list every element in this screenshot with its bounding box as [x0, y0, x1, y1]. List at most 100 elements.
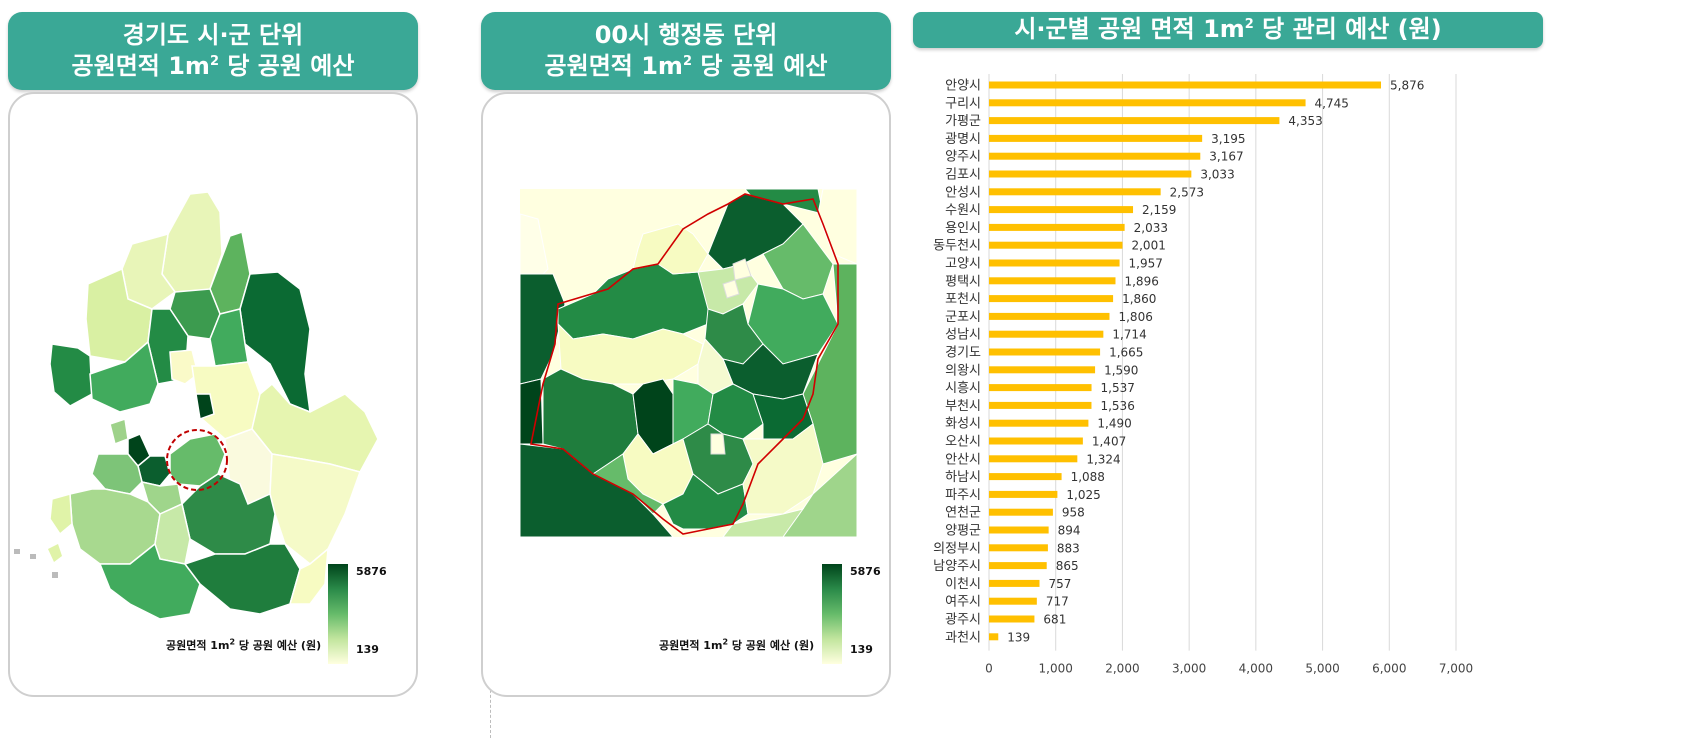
bar	[989, 384, 1092, 392]
category-label: 포천시	[945, 292, 981, 307]
bar-value-label: 3,033	[1200, 168, 1234, 182]
x-tick-label: 3,000	[1172, 662, 1206, 676]
category-label: 하남시	[945, 470, 981, 485]
map-region	[91, 453, 143, 495]
map-region	[181, 473, 276, 555]
bar	[989, 295, 1114, 303]
left-legend-max: 5876	[356, 565, 387, 578]
category-label: 경기도	[945, 346, 981, 361]
map-region	[722, 279, 740, 299]
category-label: 광주시	[945, 613, 981, 628]
highlight-circle	[166, 429, 228, 491]
left-title-line1: 경기도 시·군 단위	[122, 20, 304, 49]
map-region	[289, 547, 329, 605]
bar-value-label: 717	[1046, 595, 1069, 609]
bar-value-label: 1,806	[1118, 310, 1152, 324]
bar-chart: 0 1,000 2,000 3,000 4,000 5,000 6,000 7,000 안양시 5…	[933, 74, 1473, 676]
bar	[989, 117, 1280, 125]
bar	[989, 81, 1382, 89]
category-label: 김포시	[945, 168, 981, 183]
city-boundary	[530, 193, 839, 535]
map-region	[52, 572, 58, 578]
bar	[989, 615, 1035, 623]
map-region	[49, 343, 93, 407]
bar	[989, 277, 1116, 285]
bar-value-label: 1,590	[1104, 363, 1138, 377]
bar-value-label: 2,001	[1131, 239, 1165, 253]
map-region	[48, 544, 62, 562]
category-label: 연천군	[945, 506, 981, 521]
bar	[989, 455, 1078, 463]
map-region	[732, 258, 752, 281]
bar-value-label: 894	[1058, 524, 1081, 538]
bar-value-label: 1,490	[1097, 417, 1131, 431]
category-label: 안성시	[945, 185, 981, 200]
category-label: 오산시	[945, 435, 981, 450]
bar-value-label: 883	[1057, 541, 1080, 555]
bar	[989, 544, 1048, 552]
category-label: 수원시	[945, 203, 981, 218]
map-region	[109, 418, 129, 446]
category-label: 과천시	[945, 630, 981, 645]
bar-value-label: 1,860	[1122, 292, 1156, 306]
bar-value-label: 865	[1056, 559, 1079, 573]
bar	[989, 633, 999, 641]
category-label: 안산시	[945, 452, 981, 467]
map-region	[183, 543, 301, 615]
bar-value-label: 1,536	[1100, 399, 1134, 413]
map-region	[30, 554, 36, 559]
category-label: 광명시	[945, 132, 981, 147]
map-region	[632, 223, 709, 275]
middle-legend-max: 5876	[850, 565, 881, 578]
category-label: 안양시	[945, 79, 981, 94]
bar	[989, 419, 1089, 427]
bar-value-label: 1,537	[1101, 381, 1135, 395]
category-label: 양평군	[945, 524, 981, 539]
category-label: 고양시	[945, 257, 981, 272]
category-label: 의정부시	[933, 541, 981, 556]
bar	[989, 562, 1047, 570]
middle-legend-title: 공원면적 1m2 당 공원 예산 (원)	[659, 637, 815, 652]
bar-value-label: 5,876	[1390, 79, 1424, 93]
map-region	[49, 493, 73, 536]
map-region	[14, 549, 20, 554]
category-label: 성남시	[945, 328, 981, 343]
bar-value-label: 3,167	[1209, 150, 1243, 164]
map-region	[89, 340, 159, 413]
right-title: 시·군별 공원 면적 1m2 당 관리 예산 (원)	[1014, 15, 1442, 44]
map-region	[817, 189, 857, 265]
bar	[989, 401, 1092, 409]
bar	[989, 366, 1096, 374]
bar	[989, 99, 1306, 107]
bar-value-label: 1,025	[1066, 488, 1100, 502]
bar-value-label: 4,745	[1315, 96, 1349, 110]
middle-title-line2: 공원면적 1m2 당 공원 예산	[544, 52, 828, 80]
map-region	[710, 433, 726, 455]
middle-panel-header: 00시 행정동 단위 공원면적 1m2 당 공원 예산	[481, 12, 891, 90]
bar-value-label: 1,957	[1129, 257, 1163, 271]
map-region	[161, 191, 223, 295]
left-legend-gradient	[328, 564, 348, 664]
bar	[989, 152, 1201, 160]
category-label: 군포시	[945, 310, 981, 325]
left-legend-min: 139	[356, 643, 379, 656]
bar	[989, 241, 1123, 249]
category-label: 파주시	[945, 488, 981, 503]
bar	[989, 508, 1053, 516]
bar	[989, 188, 1161, 196]
bar-value-label: 2,033	[1134, 221, 1168, 235]
bar-value-label: 1,088	[1071, 470, 1105, 484]
category-label: 가평군	[945, 114, 981, 129]
bar	[989, 597, 1037, 605]
category-label: 화성시	[945, 417, 981, 432]
category-label: 양주시	[945, 150, 981, 165]
x-tick-label: 5,000	[1305, 662, 1339, 676]
category-label: 의왕시	[945, 363, 981, 378]
bar-value-label: 1,324	[1086, 452, 1120, 466]
bar-value-label: 2,159	[1142, 203, 1176, 217]
bar-value-label: 2,573	[1170, 185, 1204, 199]
category-label: 남양주시	[933, 559, 981, 574]
left-title-line2: 공원면적 1m2 당 공원 예산	[71, 52, 355, 80]
bar	[989, 330, 1104, 338]
bar-value-label: 1,407	[1092, 435, 1126, 449]
